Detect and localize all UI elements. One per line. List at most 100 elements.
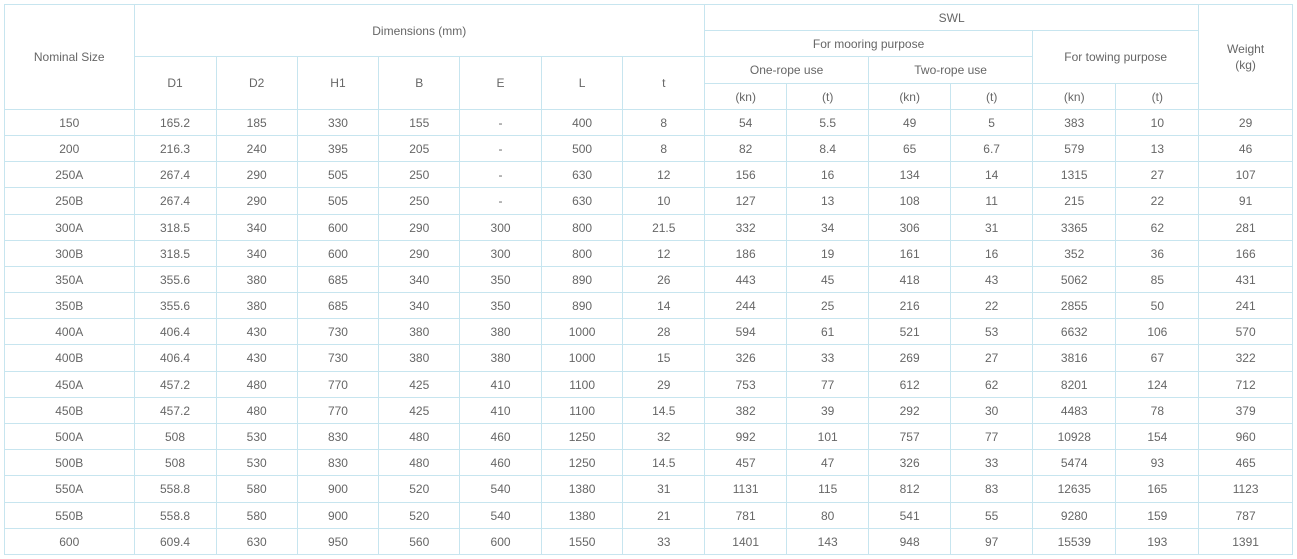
cell-d2: 580: [216, 502, 297, 528]
cell-h1: 685: [297, 266, 378, 292]
cell-d2: 430: [216, 319, 297, 345]
cell-two_kn: 108: [869, 188, 951, 214]
cell-one_kn: 54: [705, 109, 787, 135]
cell-one_t: 61: [787, 319, 869, 345]
cell-one_t: 34: [787, 214, 869, 240]
cell-l: 630: [541, 162, 623, 188]
header-dimensions: Dimensions (mm): [134, 5, 705, 57]
cell-tow_kn: 579: [1033, 135, 1116, 161]
header-nominal: Nominal Size: [5, 5, 135, 110]
cell-one_t: 47: [787, 450, 869, 476]
cell-two_t: 22: [951, 293, 1033, 319]
cell-h1: 600: [297, 240, 378, 266]
cell-two_t: 16: [951, 240, 1033, 266]
cell-d1: 406.4: [134, 345, 216, 371]
cell-one_t: 45: [787, 266, 869, 292]
cell-h1: 900: [297, 476, 378, 502]
cell-nominal: 150: [5, 109, 135, 135]
cell-b: 380: [379, 319, 460, 345]
cell-two_t: 30: [951, 397, 1033, 423]
cell-d1: 457.2: [134, 371, 216, 397]
table-row: 450B457.2480770425410110014.538239292304…: [5, 397, 1293, 423]
cell-one_t: 80: [787, 502, 869, 528]
table-row: 250A267.4290505250-630121561613414131527…: [5, 162, 1293, 188]
cell-one_kn: 326: [705, 345, 787, 371]
cell-d1: 457.2: [134, 397, 216, 423]
cell-t: 12: [623, 162, 705, 188]
cell-t: 21.5: [623, 214, 705, 240]
cell-wt: 46: [1199, 135, 1293, 161]
cell-tow_t: 27: [1116, 162, 1199, 188]
header-two-rope: Two-rope use: [869, 57, 1033, 83]
cell-wt: 712: [1199, 371, 1293, 397]
cell-e: 410: [460, 371, 541, 397]
cell-wt: 465: [1199, 450, 1293, 476]
cell-d2: 530: [216, 424, 297, 450]
table-header: Nominal Size Dimensions (mm) SWL Weight …: [5, 5, 1293, 110]
header-mooring: For mooring purpose: [705, 31, 1033, 57]
cell-one_kn: 992: [705, 424, 787, 450]
cell-two_kn: 65: [869, 135, 951, 161]
cell-t: 14.5: [623, 397, 705, 423]
header-two-t: (t): [951, 83, 1033, 109]
cell-one_t: 115: [787, 476, 869, 502]
cell-d2: 630: [216, 528, 297, 554]
cell-tow_t: 85: [1116, 266, 1199, 292]
cell-l: 1000: [541, 319, 623, 345]
cell-two_t: 62: [951, 371, 1033, 397]
cell-one_t: 13: [787, 188, 869, 214]
cell-e: 540: [460, 502, 541, 528]
cell-e: 300: [460, 240, 541, 266]
cell-wt: 107: [1199, 162, 1293, 188]
cell-d1: 318.5: [134, 214, 216, 240]
cell-b: 520: [379, 476, 460, 502]
cell-one_t: 8.4: [787, 135, 869, 161]
cell-nominal: 200: [5, 135, 135, 161]
table-row: 300B318.53406002903008001218619161163523…: [5, 240, 1293, 266]
cell-nominal: 600: [5, 528, 135, 554]
header-l: L: [541, 57, 623, 109]
cell-one_t: 101: [787, 424, 869, 450]
cell-l: 1000: [541, 345, 623, 371]
cell-h1: 505: [297, 188, 378, 214]
header-tow-kn: (kn): [1033, 83, 1116, 109]
cell-d1: 609.4: [134, 528, 216, 554]
cell-two_t: 14: [951, 162, 1033, 188]
cell-h1: 505: [297, 162, 378, 188]
cell-d1: 355.6: [134, 266, 216, 292]
cell-e: 460: [460, 450, 541, 476]
cell-t: 31: [623, 476, 705, 502]
cell-d2: 480: [216, 371, 297, 397]
cell-two_kn: 757: [869, 424, 951, 450]
cell-nominal: 450A: [5, 371, 135, 397]
cell-t: 14: [623, 293, 705, 319]
cell-tow_t: 50: [1116, 293, 1199, 319]
cell-two_kn: 612: [869, 371, 951, 397]
cell-tow_kn: 9280: [1033, 502, 1116, 528]
cell-d2: 240: [216, 135, 297, 161]
cell-h1: 830: [297, 450, 378, 476]
cell-tow_t: 93: [1116, 450, 1199, 476]
cell-h1: 770: [297, 397, 378, 423]
cell-tow_t: 22: [1116, 188, 1199, 214]
cell-nominal: 500B: [5, 450, 135, 476]
cell-l: 1380: [541, 502, 623, 528]
cell-tow_kn: 383: [1033, 109, 1116, 135]
cell-two_t: 33: [951, 450, 1033, 476]
table-row: 450A457.24807704254101100297537761262820…: [5, 371, 1293, 397]
cell-l: 800: [541, 240, 623, 266]
header-d2: D2: [216, 57, 297, 109]
cell-tow_kn: 4483: [1033, 397, 1116, 423]
cell-h1: 730: [297, 319, 378, 345]
cell-d2: 530: [216, 450, 297, 476]
cell-t: 33: [623, 528, 705, 554]
cell-d2: 480: [216, 397, 297, 423]
cell-nominal: 400B: [5, 345, 135, 371]
cell-wt: 241: [1199, 293, 1293, 319]
cell-t: 8: [623, 109, 705, 135]
cell-d2: 340: [216, 240, 297, 266]
cell-wt: 431: [1199, 266, 1293, 292]
header-one-rope: One-rope use: [705, 57, 869, 83]
cell-b: 480: [379, 424, 460, 450]
cell-two_t: 27: [951, 345, 1033, 371]
